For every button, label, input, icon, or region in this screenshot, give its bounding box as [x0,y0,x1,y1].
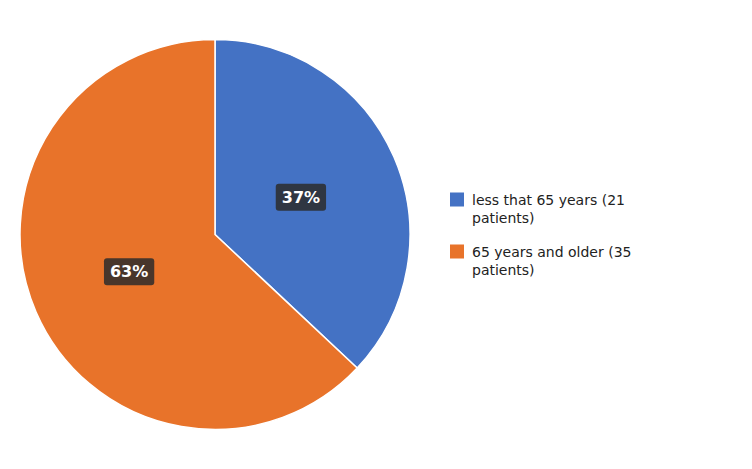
pie-slice [20,40,357,430]
data-label: 63% [104,258,154,285]
data-labels: 37% 63% [104,184,326,285]
data-label: 37% [276,184,326,211]
legend-label-line: patients) [472,262,535,278]
legend-label-line: 65 years and older (35 [472,244,631,260]
legend: less that 65 years (21patients)65 years … [450,192,631,278]
legend-swatch [450,245,464,259]
legend-label-line: patients) [472,210,535,226]
legend-label-line: less that 65 years (21 [472,192,625,208]
data-label-bg [104,258,154,285]
legend-swatch [450,193,464,207]
data-label-text: 37% [282,188,320,207]
legend-item: 65 years and older (35 patients) [450,244,631,278]
legend-label: 65 years and older (35 patients) [472,244,631,278]
data-label-bg [276,184,326,211]
legend-item: less that 65 years (21 patients) [450,192,625,226]
chart: 37%63%less that 65 years (21patients)65 … [0,0,752,469]
legend-label: less that 65 years (21 patients) [472,192,625,226]
pie [20,40,410,430]
data-label-text: 63% [110,262,148,281]
